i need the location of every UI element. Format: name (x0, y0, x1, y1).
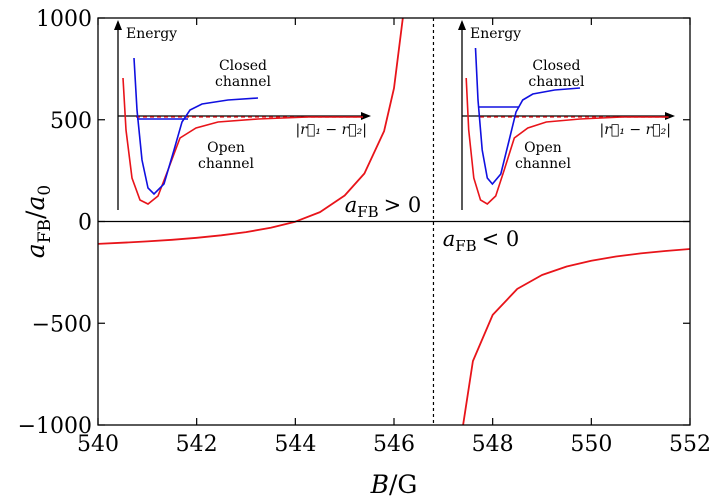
inset-energy-label: Energy (470, 26, 521, 42)
y-tick-label: 1000 (36, 7, 92, 32)
inset-energy-arrow (458, 20, 466, 30)
inset-open-label-2: channel (515, 156, 572, 172)
labels-layer: B/G aFB/a0 aFB > 0 aFB < 0 (21, 185, 519, 499)
inset-closed-label-2: channel (528, 74, 585, 90)
x-tick-label: 548 (472, 432, 514, 457)
x-tick-label: 544 (274, 432, 316, 457)
x-tick-label: 540 (77, 432, 119, 457)
inset-energy-arrow (114, 20, 122, 30)
scattering-length-branch-1 (98, 18, 404, 245)
inset-energy-label: Energy (126, 26, 177, 42)
inset-coordinate-label: |r⃗₁ − r⃗₂| (600, 122, 671, 138)
inset-closed-channel-curve (474, 47, 581, 186)
inset-closed-label-2: channel (215, 74, 272, 90)
inset-open-label-2: channel (198, 156, 255, 172)
x-tick-label: 550 (570, 432, 612, 457)
curves-layer (98, 18, 690, 425)
inset-closed-label-1: Closed (532, 58, 580, 74)
inset-open-channel-curve (465, 77, 669, 205)
x-tick-label: 542 (176, 432, 218, 457)
annotation-negative: aFB < 0 (443, 227, 520, 255)
inset-closed-label-1: Closed (219, 58, 267, 74)
x-tick-label: 552 (669, 432, 711, 457)
inset-coordinate-label: |r⃗₁ − r⃗₂| (296, 122, 367, 138)
y-tick-label: 0 (78, 211, 92, 236)
inset-r-arrow (665, 112, 675, 120)
x-axis-label: B/G (370, 470, 418, 499)
inset-open-label-1: Open (207, 140, 245, 156)
y-tick-label: −500 (32, 312, 92, 337)
ticks-layer: 540 542 544 546 548 550 552 −1000 −500 0 500 1000 (18, 7, 711, 457)
y-axis-label: aFB/a0 (21, 185, 55, 258)
inset-open-label-1: Open (524, 140, 562, 156)
inset-r-arrow (361, 112, 371, 120)
inset-closed-channel-curve (133, 57, 259, 196)
axes-layer (97, 17, 691, 426)
annotation-positive: aFB > 0 (345, 193, 422, 221)
scattering-length-branch-2 (462, 248, 690, 425)
y-tick-label: 500 (50, 109, 92, 134)
curve-group (98, 18, 690, 425)
y-tick-label: −1000 (18, 414, 92, 439)
x-tick-label: 546 (373, 432, 415, 457)
